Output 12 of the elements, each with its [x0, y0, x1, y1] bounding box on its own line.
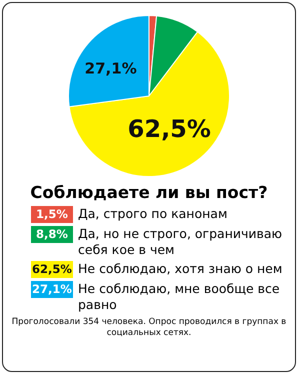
data-label: 8,8%	[31, 226, 73, 243]
data-label: 27,1%	[84, 59, 137, 78]
text: Соблюдаете ли вы пост?	[29, 183, 269, 202]
legend-label: Не соблюдаю, хотя знаю о нем	[78, 261, 282, 277]
legend-label: Не соблюдаю, мне вообще все равно	[78, 281, 281, 313]
text: Проголосовали 354 человека. Опрос проводился в группах в социальных сетях.	[11, 317, 287, 339]
data-label: 1,5%	[31, 206, 73, 223]
text: 27,1%	[32, 282, 72, 296]
legend-label: Да, строго по канонам	[78, 206, 228, 222]
data-label: 62,5%	[128, 114, 211, 143]
text: 62,5%	[32, 262, 72, 276]
legend-label: Да, но не строго, ограничиваю себя кое в чем	[78, 226, 284, 258]
